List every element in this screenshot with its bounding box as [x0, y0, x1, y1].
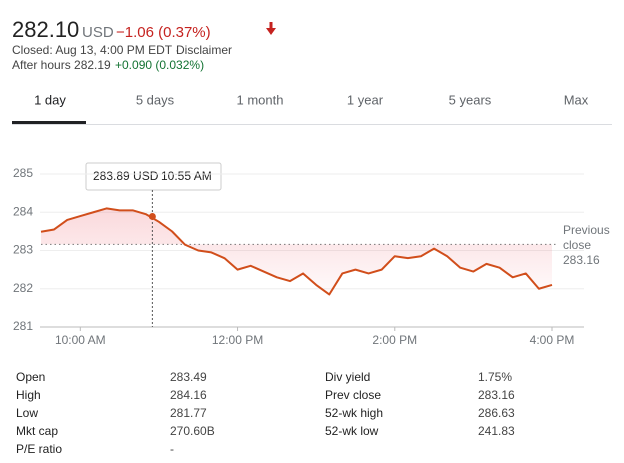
stat-value: 283.49: [170, 370, 207, 384]
stat-label: High: [16, 388, 41, 402]
closed-info: Closed: Aug 13, 4:00 PM EDT ·: [12, 43, 179, 57]
tooltip-time: 10:55 AM: [161, 169, 212, 183]
stat-label: P/E ratio: [16, 442, 62, 456]
price-change: −1.06 (0.37%): [116, 24, 211, 41]
tab[interactable]: 1 month: [237, 92, 284, 107]
x-tick-label: 4:00 PM: [530, 333, 575, 347]
stat-value: 281.77: [170, 406, 207, 420]
y-tick-label: 284: [13, 204, 33, 218]
tab[interactable]: Max: [564, 92, 589, 107]
previous-close-text: Previous close: [563, 223, 610, 252]
tab[interactable]: 5 days: [136, 92, 175, 107]
tab[interactable]: 1 year: [347, 92, 384, 107]
down-arrow: [266, 22, 276, 35]
hover-point: [148, 212, 156, 220]
stat-label: Div yield: [325, 370, 370, 384]
stat-value: -: [170, 442, 174, 456]
y-tick-label: 283: [13, 243, 33, 257]
stat-label: 52-wk low: [325, 424, 379, 438]
tab[interactable]: 1 day: [34, 92, 66, 107]
after-hours: After hours 282.19: [12, 58, 111, 72]
stat-value: 284.16: [170, 388, 207, 402]
stat-value: 283.16: [478, 388, 515, 402]
price: 282.10: [12, 17, 79, 42]
previous-close-value: 283.16: [563, 253, 600, 267]
x-tick-label: 12:00 PM: [212, 333, 263, 347]
stat-label: Open: [16, 370, 45, 384]
stat-label: Mkt cap: [16, 424, 58, 438]
stat-value: 1.75%: [478, 370, 512, 384]
y-tick-label: 281: [13, 319, 33, 333]
stat-label: Low: [16, 406, 38, 420]
area: [41, 208, 552, 295]
tab[interactable]: 5 years: [449, 92, 492, 107]
stat-value: 241.83: [478, 424, 515, 438]
stat-value: 286.63: [478, 406, 515, 420]
stat-value: 270.60B: [170, 424, 215, 438]
stat-label: Prev close: [325, 388, 381, 402]
disclaimer-link[interactable]: Disclaimer: [176, 43, 232, 57]
price-line: [40, 207, 553, 296]
previous-close-label: Previous close 283.16: [563, 223, 617, 268]
after-hours-change: +0.090 (0.032%): [115, 58, 204, 72]
tab-indicator: [12, 121, 86, 124]
x-tick-label: 10:00 AM: [55, 333, 106, 347]
y-tick-label: 285: [13, 166, 33, 180]
y-tick-label: 282: [13, 281, 33, 295]
x-tick-label: 2:00 PM: [372, 333, 417, 347]
tooltip-box: [85, 162, 222, 191]
currency: USD: [82, 24, 114, 41]
stat-label: 52-wk high: [325, 406, 383, 420]
tooltip-value: 283.89 USD: [93, 169, 159, 183]
